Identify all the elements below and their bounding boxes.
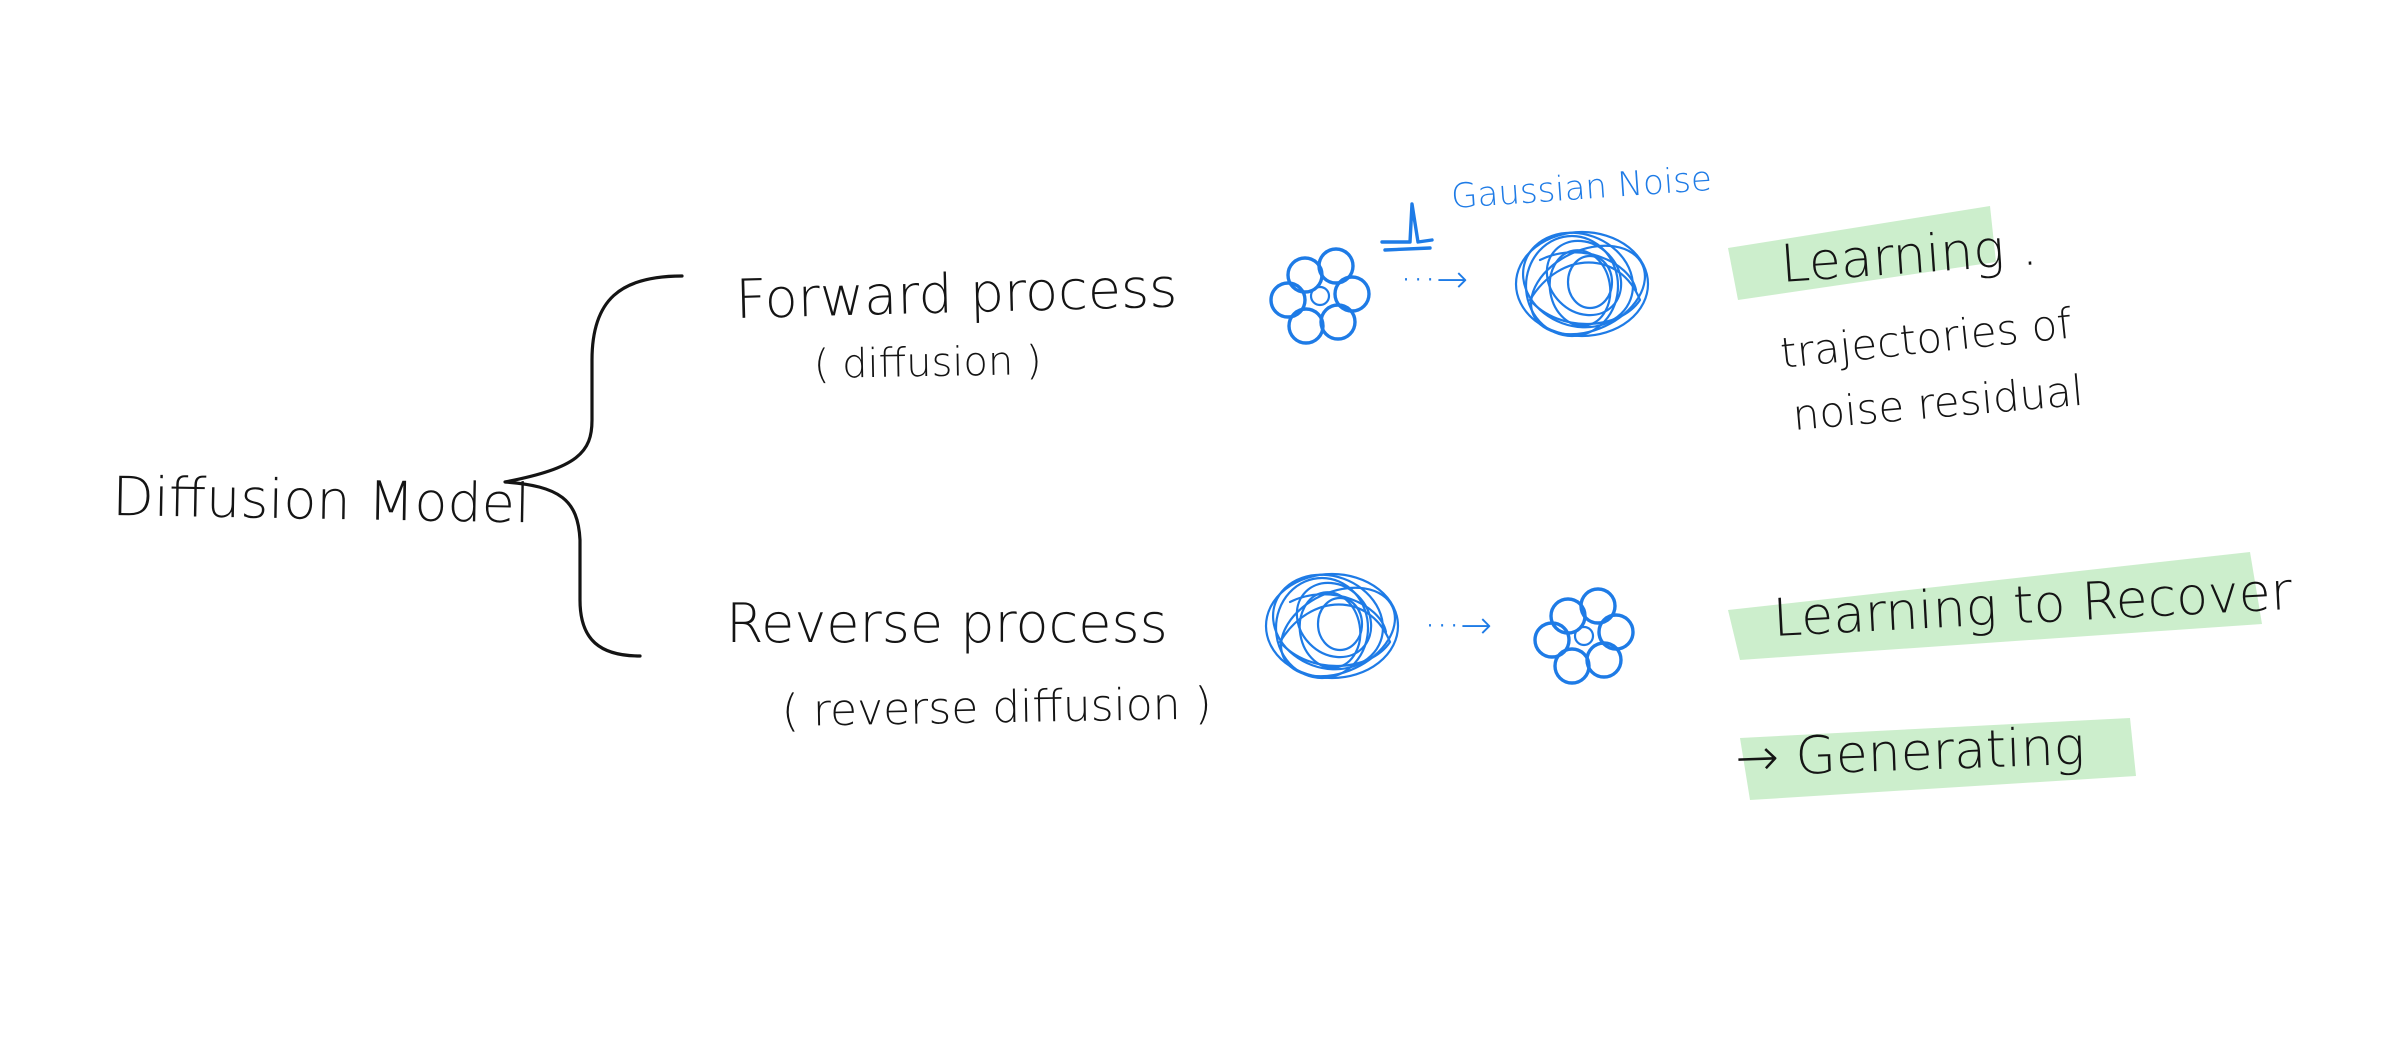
reverse-arrow: ···→ <box>1424 603 1492 647</box>
flower-icon <box>1533 587 1635 685</box>
forward-note-heading: Learning . <box>1779 217 2040 295</box>
highlight-generating <box>1740 718 2136 800</box>
curly-brace <box>503 274 684 658</box>
highlight-learning-to-recover <box>1728 552 2262 660</box>
reverse-note-result: → Generating <box>1734 717 2085 789</box>
noise-scribble-icon <box>1264 572 1400 680</box>
gaussian-curve-icon <box>1380 202 1434 252</box>
forward-subtitle: ( diffusion ) <box>813 338 1042 388</box>
highlight-learning <box>1728 206 1996 300</box>
forward-note-line2: noise residual <box>1791 366 2086 440</box>
flower-icon <box>1269 247 1371 345</box>
forward-title: Forward process <box>735 256 1178 331</box>
forward-note-line1: trajectories of <box>1778 299 2074 378</box>
gaussian-noise-label: Gaussian Noise <box>1450 159 1713 217</box>
forward-arrow: ···→ <box>1400 257 1468 301</box>
noise-scribble-icon <box>1514 230 1650 338</box>
reverse-subtitle: ( reverse diffusion ) <box>781 679 1212 737</box>
reverse-title: Reverse process <box>726 592 1168 655</box>
root-label: Diffusion Model <box>112 465 531 535</box>
